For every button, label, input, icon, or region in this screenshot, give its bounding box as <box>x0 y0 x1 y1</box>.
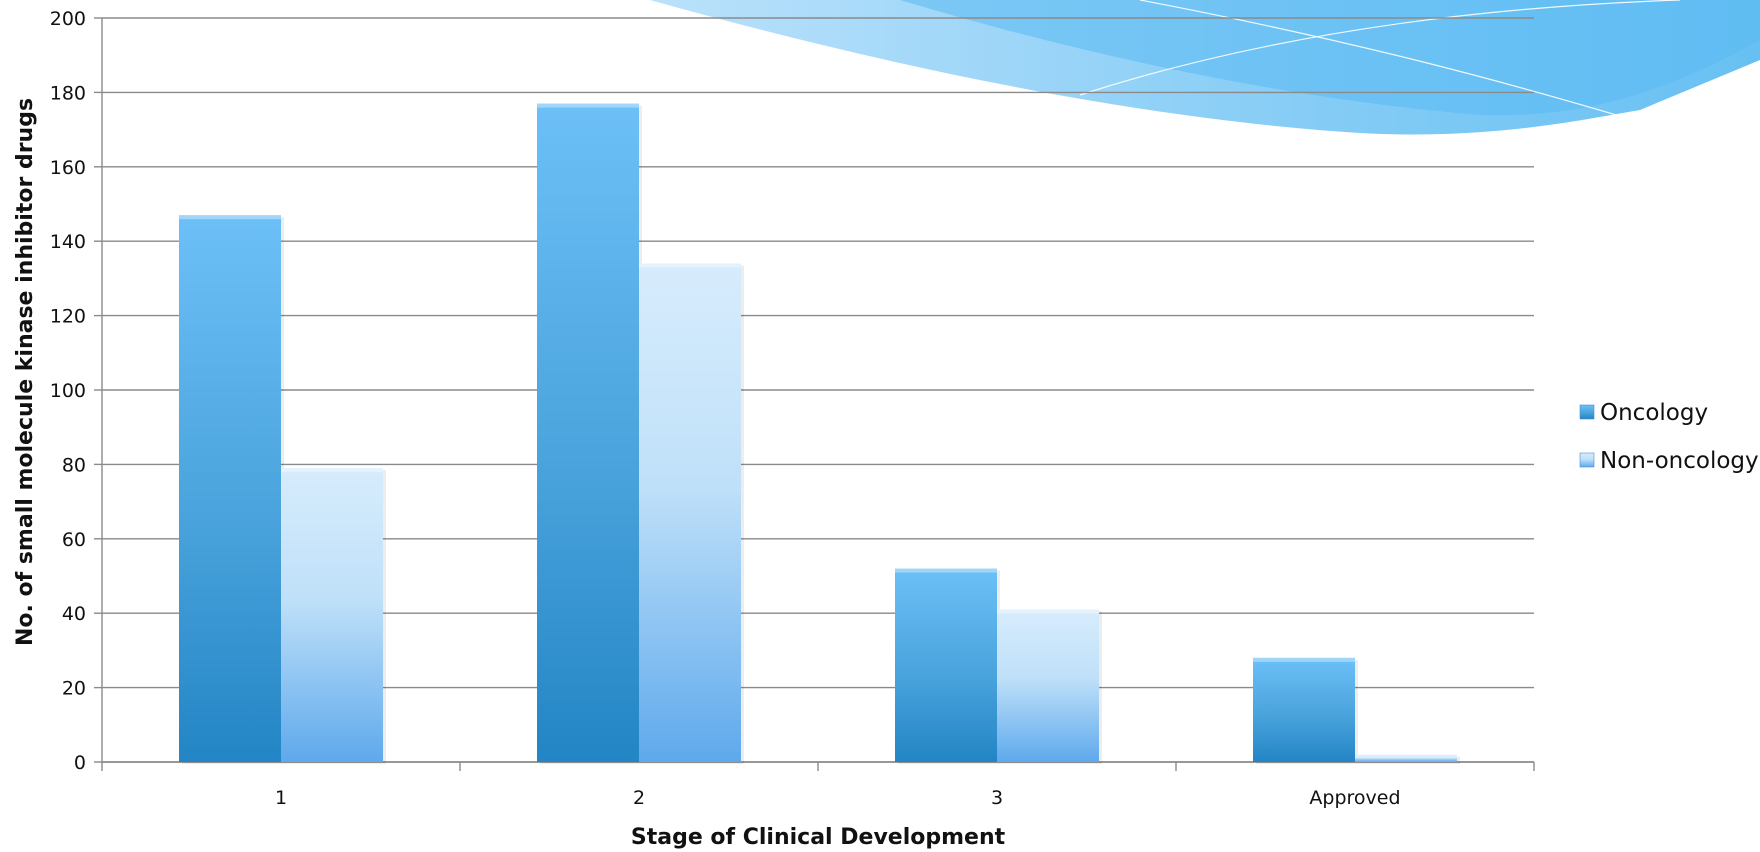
legend-swatch <box>1579 404 1595 420</box>
bar-highlight <box>1355 754 1457 759</box>
y-tick-label: 140 <box>50 231 86 253</box>
y-tick-label: 200 <box>50 8 86 30</box>
y-tick-label: 40 <box>62 603 86 625</box>
bar-highlight <box>895 568 997 573</box>
bar-oncology <box>1253 657 1358 764</box>
bar-non-oncology <box>1355 754 1460 764</box>
bar <box>997 609 1099 762</box>
y-tick-label: 180 <box>50 82 86 104</box>
legend-swatch <box>1579 452 1595 468</box>
bar-oncology <box>895 568 1000 764</box>
y-tick-label: 0 <box>74 752 86 774</box>
y-tick-label: 20 <box>62 678 86 700</box>
x-axis-title: Stage of Clinical Development <box>631 825 1006 850</box>
y-tick-label: 60 <box>62 529 86 551</box>
bar-highlight <box>639 263 741 268</box>
decorative-swoosh <box>650 0 1760 135</box>
bar-non-oncology <box>639 263 744 764</box>
y-axis: 0 20 40 60 80 100 120 140 160 180 200 <box>50 8 103 774</box>
bar-highlight <box>1253 657 1355 662</box>
legend-label: Non-oncology <box>1600 448 1759 474</box>
bar <box>639 263 741 762</box>
y-tick-label: 120 <box>50 306 86 328</box>
bar-non-oncology <box>997 609 1102 764</box>
legend: Oncology Non-oncology <box>1579 400 1759 474</box>
bar <box>281 468 383 762</box>
x-axis: 1 2 3 Approved <box>101 761 1535 809</box>
y-tick-label: 100 <box>50 380 86 402</box>
legend-label: Oncology <box>1600 400 1708 426</box>
x-tick-label: 3 <box>991 787 1003 809</box>
y-axis-title: No. of small molecule kinase inhibitor d… <box>13 98 38 646</box>
bar-highlight <box>179 215 281 220</box>
y-tick-label: 160 <box>50 157 86 179</box>
bar <box>537 103 639 762</box>
x-tick-label: 1 <box>275 787 287 809</box>
bar-oncology <box>179 215 284 764</box>
y-tick-label: 80 <box>62 454 86 476</box>
bar <box>1355 754 1457 762</box>
bar-oncology <box>537 103 642 764</box>
bar-highlight <box>281 468 383 473</box>
bar-non-oncology <box>281 468 386 764</box>
bar-highlight <box>997 609 1099 614</box>
bar <box>1253 657 1355 762</box>
bar <box>895 568 997 762</box>
bars <box>179 103 1460 764</box>
x-tick-label: 2 <box>633 787 645 809</box>
x-tick-label: Approved <box>1309 787 1400 809</box>
bar <box>179 215 281 762</box>
bar-highlight <box>537 103 639 108</box>
